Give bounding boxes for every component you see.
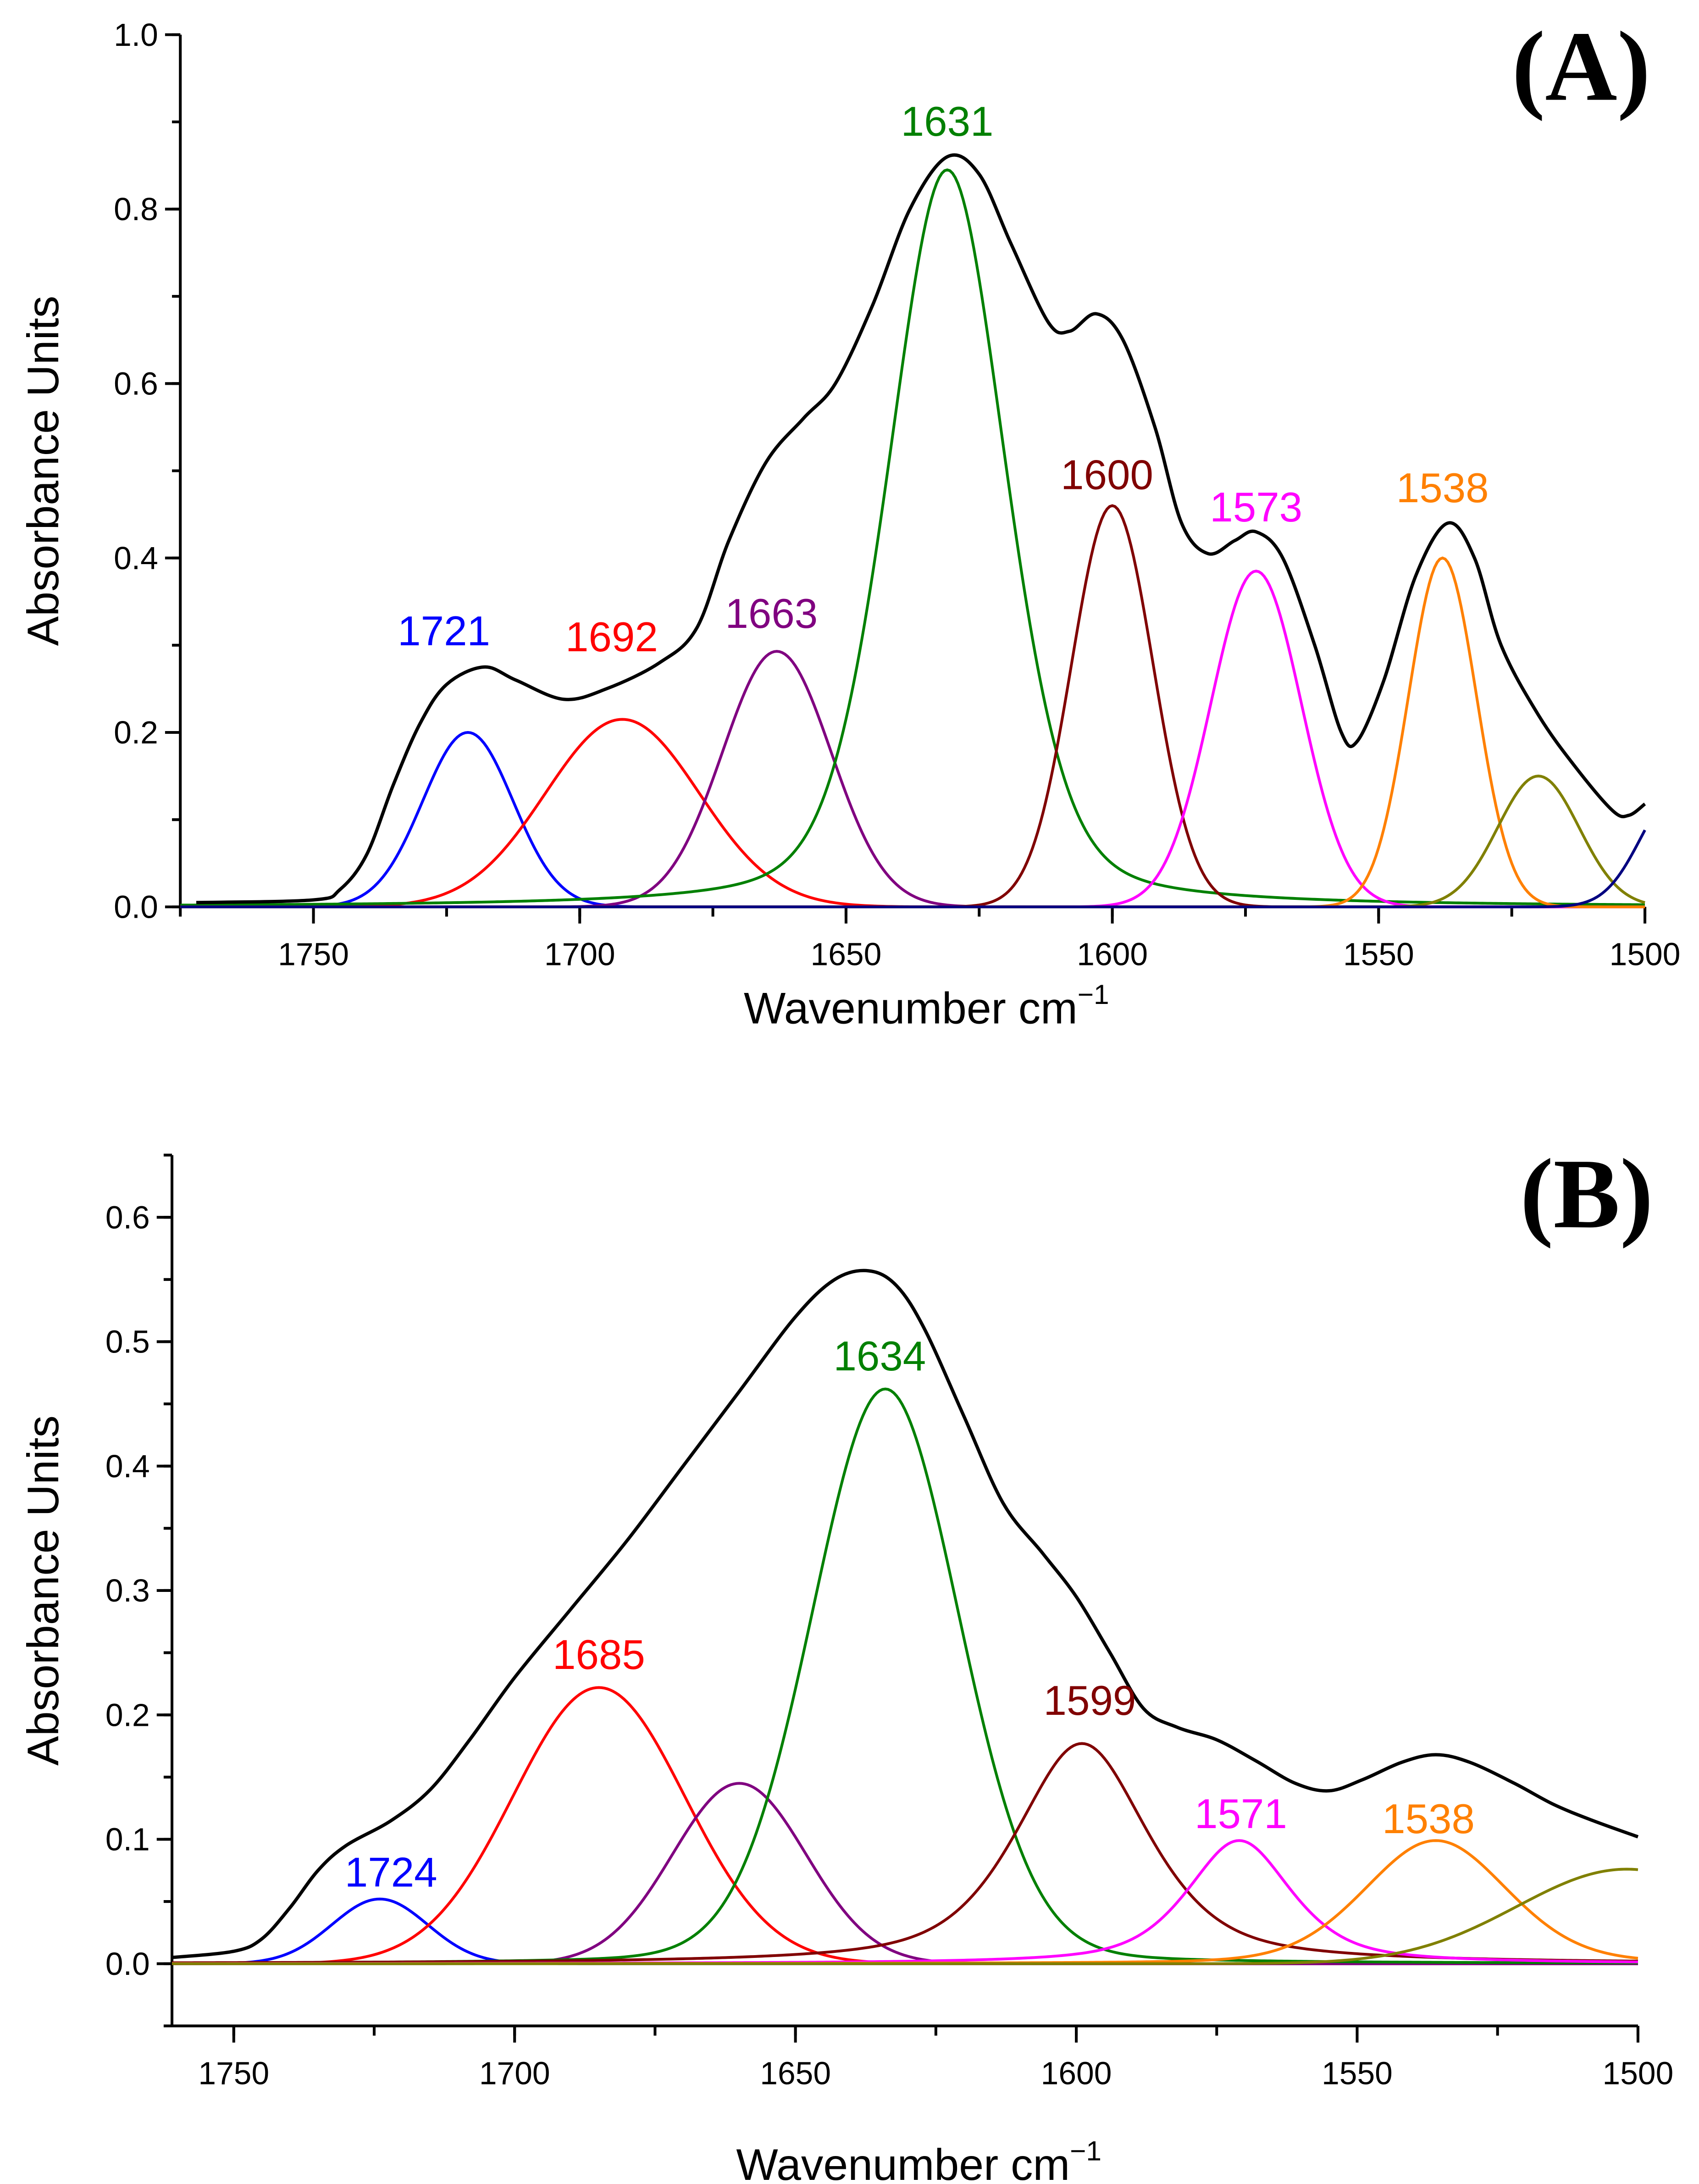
curves: [180, 153, 1646, 909]
y-axis-label: Absorbance Units: [18, 296, 68, 646]
x-tick-label: 1700: [479, 2055, 550, 2091]
y-tick-label: 0.4: [114, 540, 158, 576]
x-tick-label: 1550: [1322, 2055, 1393, 2091]
component-band-1721: [180, 731, 1645, 909]
y-tick-label: 0.0: [105, 1946, 150, 1982]
y-tick-label: 0.0: [114, 889, 158, 925]
peak-label-1663: 1663: [725, 591, 818, 637]
component-band-1692: [180, 718, 1645, 909]
x-axis-label-superscript: −1: [1070, 2135, 1101, 2167]
peak-label-1631: 1631: [901, 99, 994, 145]
peak-label-1538: 1538: [1382, 1796, 1475, 1842]
panel-label: (A): [1512, 11, 1650, 122]
panel-a: 0.0 0.2 0.4 0.6 0.8 1.0 1750 1700 1650 1600 1550 15…: [18, 11, 1680, 1033]
component-band-1494: [180, 829, 1646, 909]
peak-label-1600: 1600: [1061, 452, 1153, 498]
x-tick-label: 1600: [1041, 2055, 1112, 2091]
curves: [172, 1269, 1639, 1965]
x-tick-label: 1650: [760, 2055, 831, 2091]
component-band-1631: [180, 168, 1645, 907]
y-tick-label: 0.5: [105, 1324, 150, 1360]
peak-label-1538: 1538: [1396, 465, 1489, 511]
x-tick-label: 1600: [1077, 936, 1148, 972]
y-tick-label: 0.2: [105, 1697, 150, 1733]
peak-label-1599: 1599: [1044, 1678, 1136, 1724]
component-band-1502: [172, 1868, 1638, 1965]
peak-label-1692: 1692: [565, 614, 658, 660]
y-tick-label: 1.0: [114, 17, 158, 53]
panel-label: (B): [1520, 1139, 1653, 1249]
y-tick-label: 0.6: [105, 1199, 150, 1235]
x-tick-label: 1750: [278, 936, 349, 972]
envelope-spectrum-line: [196, 153, 1646, 904]
x-axis-label-superscript: −1: [1078, 979, 1109, 1010]
y-tick-label: 0.4: [105, 1448, 150, 1484]
peak-label-1724: 1724: [345, 1850, 437, 1896]
x-tick-label: 1750: [198, 2055, 269, 2091]
x-axis-label: Wavenumber cm−1: [744, 979, 1109, 1033]
peak-label-1573: 1573: [1210, 484, 1302, 531]
x-axis-label: Wavenumber cm−1: [736, 2135, 1101, 2184]
x-tick-label: 1500: [1610, 936, 1681, 972]
peak-label-1571: 1571: [1195, 1791, 1287, 1837]
panel-b: 0.0 0.1 0.2 0.3 0.4 0.5 0.6 1750 1700 1650 1600 155…: [18, 1139, 1673, 2184]
envelope-spectrum-line: [172, 1269, 1639, 1959]
y-tick-label: 0.6: [114, 366, 158, 401]
component-band-1599: [172, 1742, 1638, 1964]
x-tick-label: 1650: [811, 936, 882, 972]
x-tick-label: 1500: [1603, 2055, 1674, 2091]
peak-label-1721: 1721: [398, 608, 490, 654]
y-tick-label: 0.2: [114, 715, 158, 750]
y-tick-label: 0.1: [105, 1822, 150, 1857]
x-tick-label: 1550: [1343, 936, 1414, 972]
y-axis-label: Absorbance Units: [18, 1415, 68, 1766]
component-band-1663: [180, 650, 1645, 909]
x-tick-label: 1700: [544, 936, 615, 972]
peak-label-1685: 1685: [553, 1632, 645, 1678]
component-band-1600: [180, 504, 1645, 909]
peak-label-1634: 1634: [833, 1333, 926, 1380]
y-tick-label: 0.8: [114, 191, 158, 227]
component-band-1520: [180, 775, 1645, 909]
y-tick-label: 0.3: [105, 1573, 150, 1608]
